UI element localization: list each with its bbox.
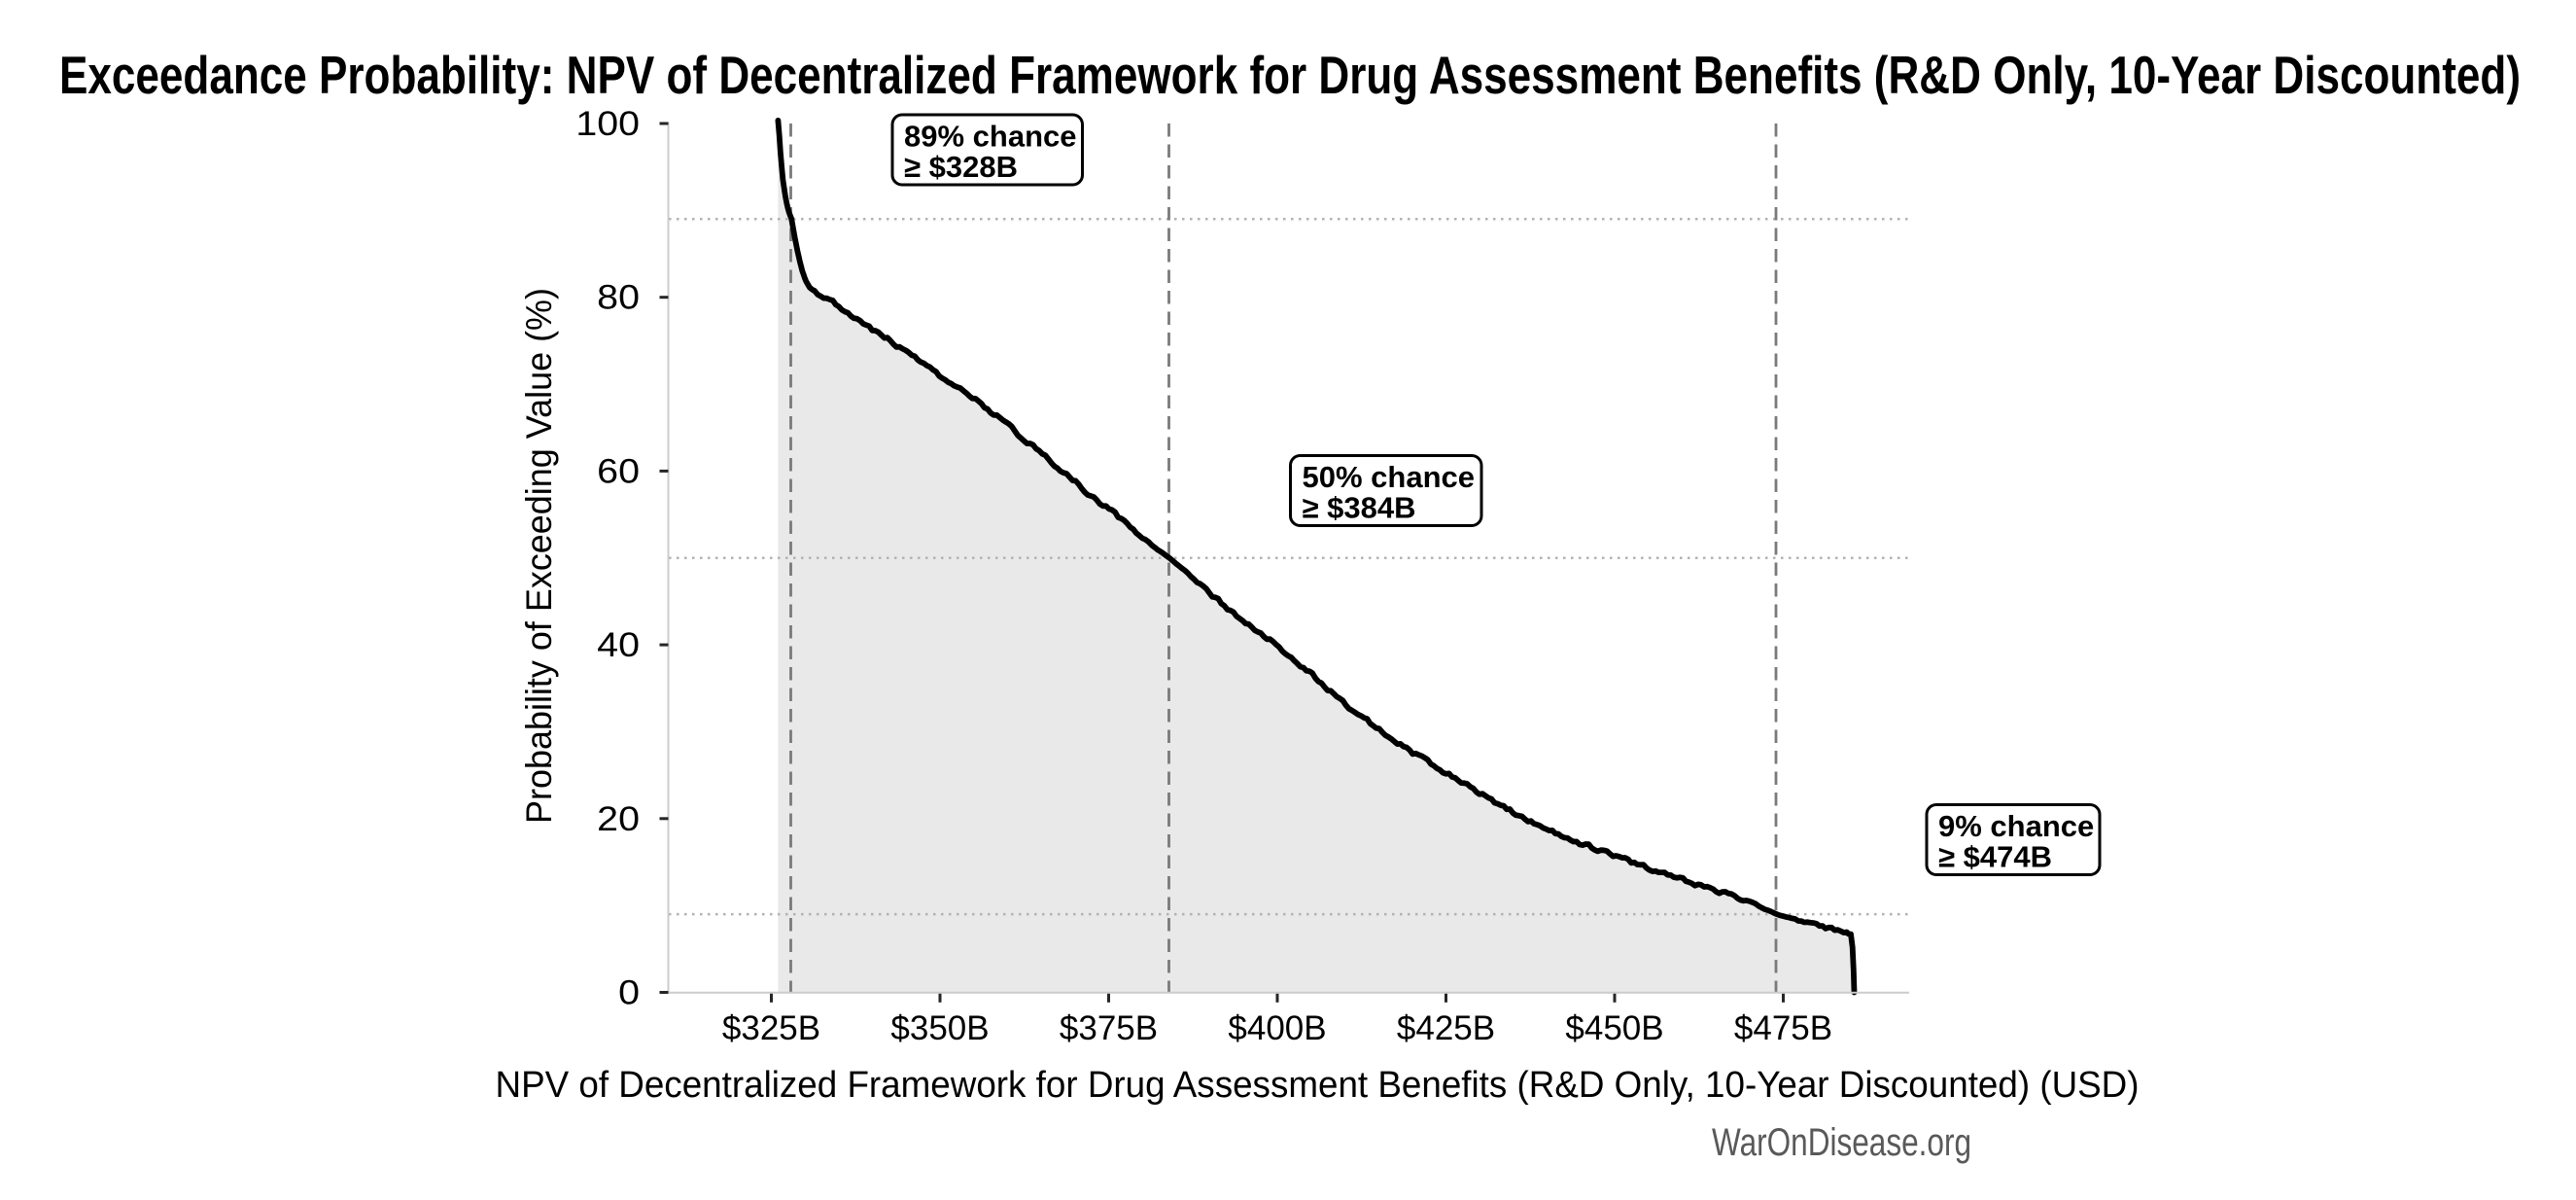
svg-text:$425B: $425B [1397,1009,1495,1047]
svg-text:80: 80 [597,279,640,317]
svg-text:9% chance: 9% chance [1938,809,2094,843]
svg-text:60: 60 [597,452,640,490]
svg-text:NPV of Decentralized Framework: NPV of Decentralized Framework for Drug … [496,1065,2140,1106]
svg-text:WarOnDisease.org: WarOnDisease.org [1712,1121,1971,1164]
svg-text:$400B: $400B [1228,1009,1326,1047]
svg-text:Probability of Exceeding Value: Probability of Exceeding Value (%) [519,288,559,824]
svg-text:$475B: $475B [1734,1009,1832,1047]
svg-text:89% chance: 89% chance [904,120,1077,154]
svg-text:$375B: $375B [1060,1009,1158,1047]
svg-text:$325B: $325B [722,1009,820,1047]
svg-text:$350B: $350B [890,1009,989,1047]
svg-text:≥ $384B: ≥ $384B [1303,491,1416,525]
svg-text:≥ $328B: ≥ $328B [904,150,1018,184]
svg-text:20: 20 [597,800,640,838]
svg-text:Exceedance Probability: NPV of: Exceedance Probability: NPV of Decentral… [59,45,2521,105]
svg-text:≥ $474B: ≥ $474B [1938,840,2052,874]
svg-text:100: 100 [575,105,640,143]
svg-text:$450B: $450B [1565,1009,1663,1047]
svg-text:40: 40 [597,626,640,664]
svg-text:50% chance: 50% chance [1303,460,1476,494]
svg-text:0: 0 [618,974,640,1012]
